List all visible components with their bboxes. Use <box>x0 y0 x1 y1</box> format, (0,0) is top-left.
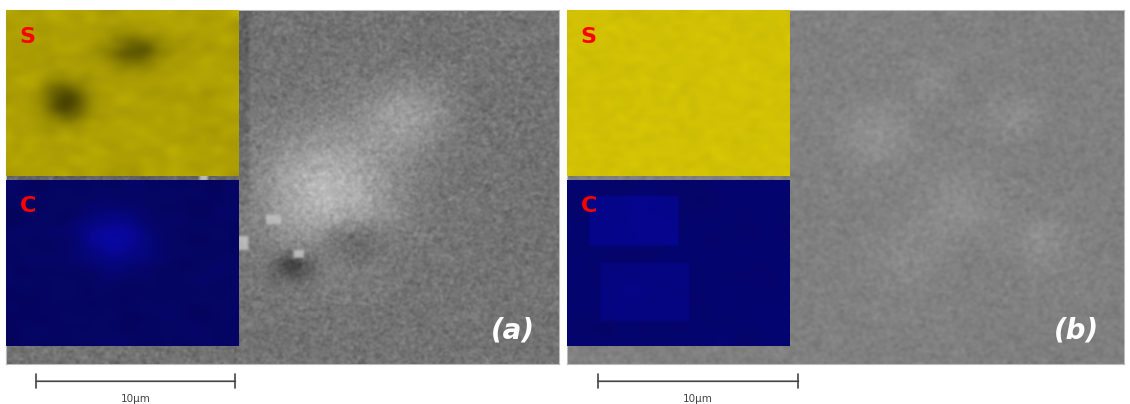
Text: (a): (a) <box>490 316 534 344</box>
Text: (b): (b) <box>1054 316 1099 344</box>
Text: 10μm: 10μm <box>121 393 150 404</box>
Text: 10μm: 10μm <box>684 393 713 404</box>
